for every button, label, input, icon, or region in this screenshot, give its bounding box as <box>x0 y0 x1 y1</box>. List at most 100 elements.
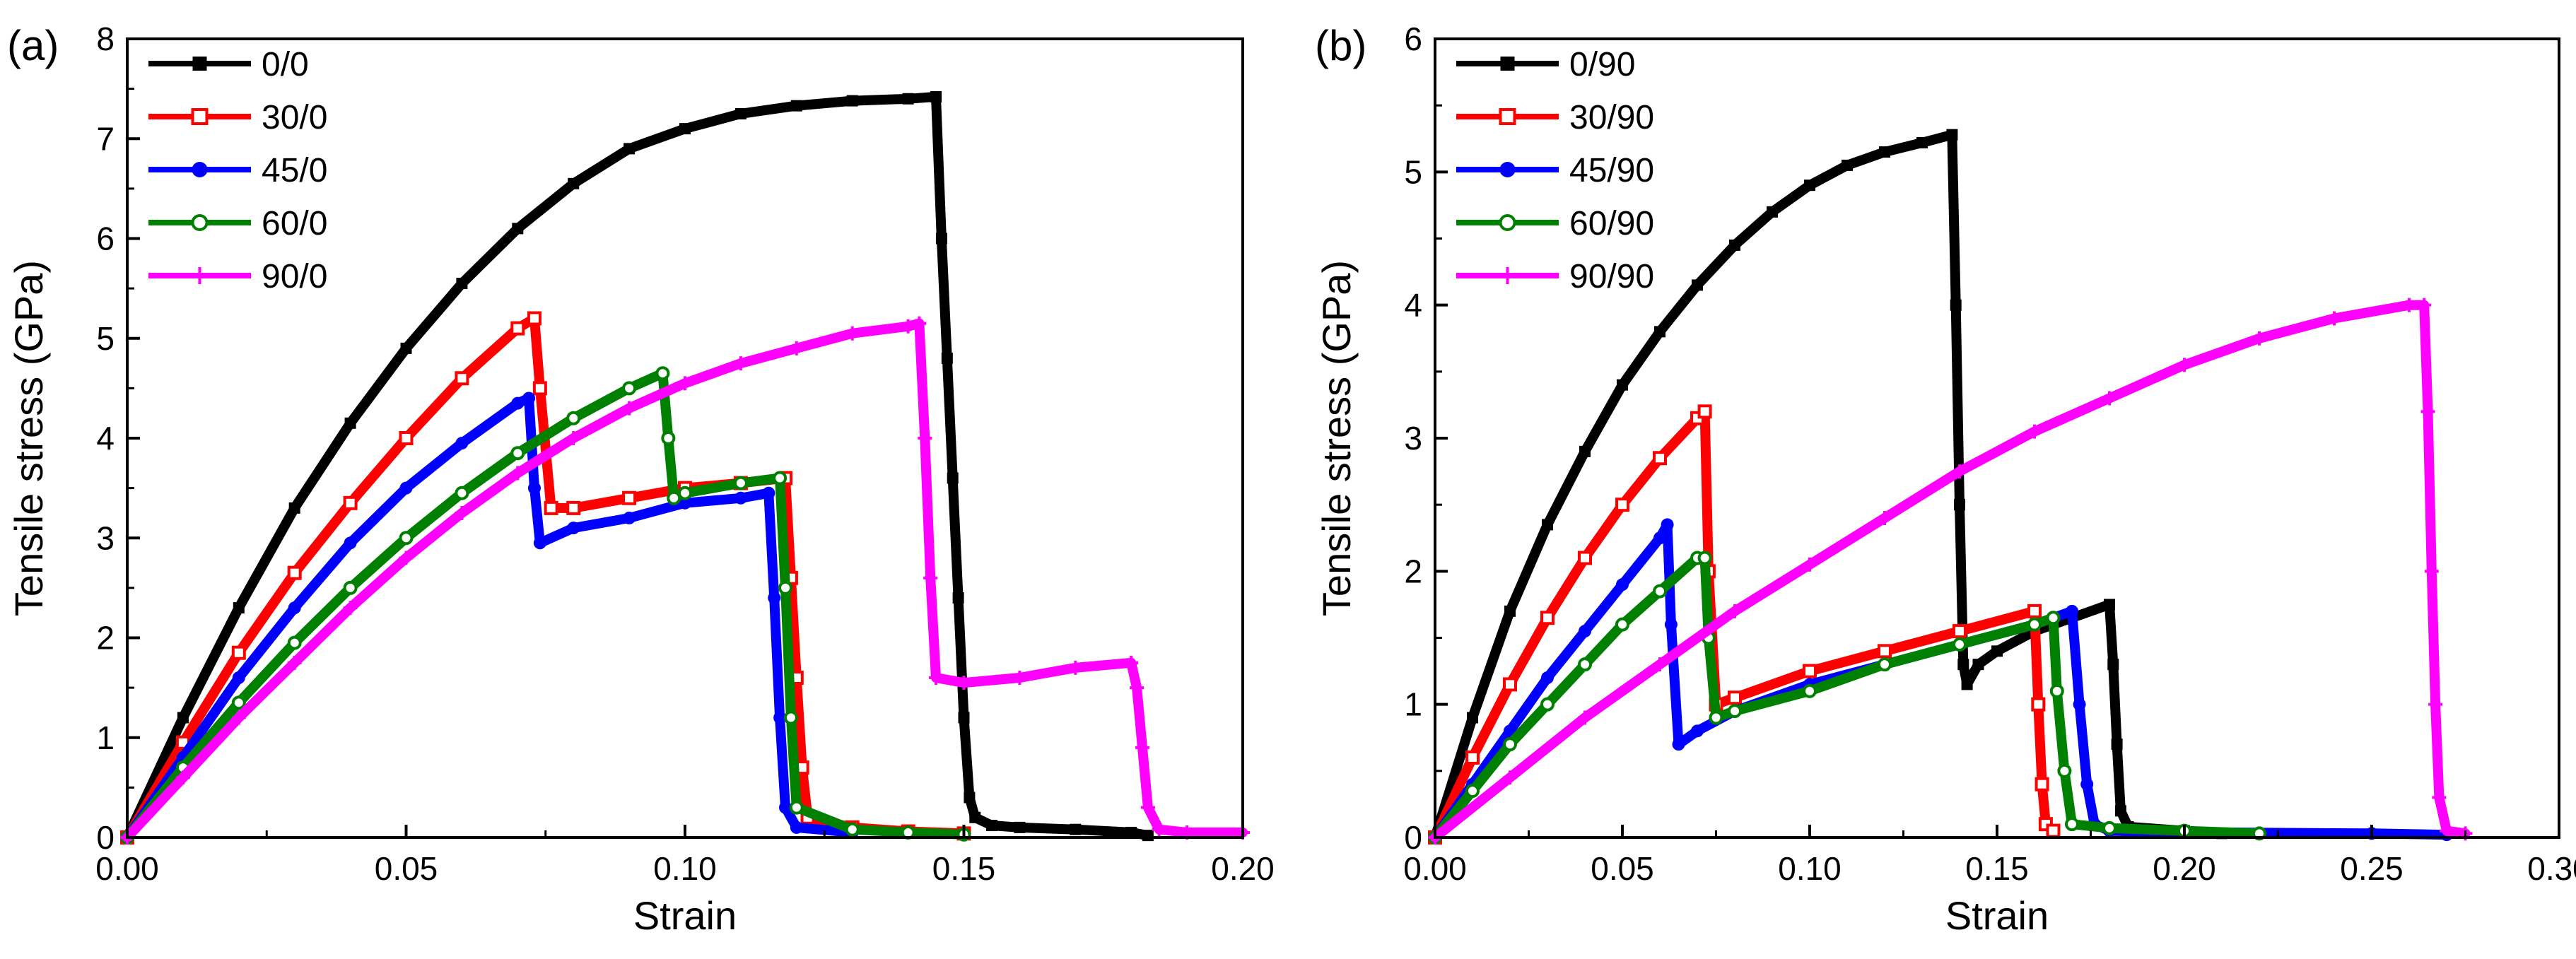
data-point-a-4-26 <box>1152 822 1166 837</box>
data-point-a-2-2 <box>232 671 245 684</box>
data-point-a-1-9 <box>532 381 547 396</box>
legend-marker-a-0 <box>192 57 207 71</box>
data-point-b-0-15 <box>1950 299 1962 311</box>
legend-label-a-4: 90/0 <box>262 258 327 295</box>
data-point-b-2-8 <box>1664 618 1678 631</box>
data-point-a-0-14 <box>902 93 914 105</box>
series-a-2 <box>121 392 859 844</box>
data-point-b-4-7 <box>1953 464 1967 479</box>
y-axis-label-a: Tensile stress (GPa) <box>6 260 51 616</box>
data-point-a-4-11 <box>733 356 748 371</box>
data-point-b-0-9 <box>1767 206 1778 218</box>
data-point-a-4-24 <box>1135 740 1149 755</box>
data-point-b-1-15 <box>2027 604 2042 618</box>
x-tick-label-b-5: 0.25 <box>2340 850 2404 887</box>
legend-label-b-0: 0/90 <box>1569 46 1635 83</box>
data-point-a-2-9 <box>527 481 541 495</box>
data-point-a-1-8 <box>527 311 541 326</box>
x-tick-label-a-4: 0.20 <box>1211 850 1275 887</box>
data-point-b-2-6 <box>1653 531 1666 545</box>
data-point-a-4-19 <box>956 676 971 690</box>
data-point-a-4-1 <box>175 770 190 785</box>
series-line-b-2 <box>1430 519 2452 842</box>
data-point-a-3-16 <box>778 580 793 595</box>
data-point-a-2-3 <box>288 601 301 615</box>
y-tick-label-a-7: 7 <box>96 120 115 157</box>
data-point-b-3-1 <box>1465 784 1480 799</box>
data-point-a-3-9 <box>622 381 637 396</box>
data-point-b-2-9 <box>1672 738 1685 751</box>
data-point-a-2-7 <box>511 396 525 410</box>
x-tick-label-b-4: 0.20 <box>2153 850 2216 887</box>
data-point-a-3-15 <box>773 471 788 486</box>
data-point-b-4-2 <box>1578 710 1592 725</box>
series-a-0 <box>122 90 1154 843</box>
data-point-a-2-14 <box>734 491 747 505</box>
data-point-b-4-11 <box>2252 331 2266 346</box>
data-point-b-3-3 <box>1540 697 1555 712</box>
data-point-b-4-5 <box>1803 557 1817 572</box>
data-point-a-2-6 <box>455 437 469 450</box>
data-point-b-0-19 <box>1972 659 1984 671</box>
y-tick-label-b-0: 0 <box>1404 819 1422 856</box>
y-tick-label-b-5: 5 <box>1404 153 1422 190</box>
data-point-a-0-20 <box>958 712 970 724</box>
x-tick-label-b-0: 0.00 <box>1403 850 1467 887</box>
data-point-b-4-15 <box>2420 404 2435 419</box>
data-point-b-1-5 <box>1615 498 1629 512</box>
data-point-b-0-1 <box>1467 712 1478 724</box>
data-point-b-2-10 <box>1691 724 1704 738</box>
data-point-b-4-8 <box>2027 424 2042 439</box>
data-point-a-0-10 <box>679 123 691 135</box>
data-point-b-2-17 <box>2073 698 2086 711</box>
data-point-b-3-11 <box>1728 704 1742 719</box>
data-point-a-3-13 <box>678 486 692 500</box>
data-point-a-0-3 <box>288 502 300 514</box>
legend-label-a-2: 45/0 <box>262 152 327 189</box>
data-point-b-1-3 <box>1540 611 1555 625</box>
data-point-b-3-18 <box>2057 763 2072 778</box>
legend-label-a-0: 0/0 <box>262 46 309 83</box>
data-point-a-4-20 <box>1012 671 1027 685</box>
series-line-b-0 <box>1430 129 2227 842</box>
data-point-b-0-11 <box>1842 159 1853 171</box>
panel-label-a: (a) <box>7 22 59 69</box>
data-point-a-3-7 <box>510 446 525 461</box>
legend-b: 0/90 30/90 45/90 60/90 90/90 <box>1456 46 1654 295</box>
data-point-b-3-17 <box>2049 683 2064 698</box>
data-point-b-1-1 <box>1465 751 1480 765</box>
data-point-a-4-18 <box>929 671 944 685</box>
data-point-a-0-25 <box>1070 823 1082 835</box>
y-tick-label-b-3: 3 <box>1404 420 1422 457</box>
data-point-a-3-18 <box>789 800 804 815</box>
panel-b: 0.00 0.05 0.10 0.15 0.20 0.25 0.30 0 1 2 3 4 5 6 Strai… <box>1314 20 2576 938</box>
data-point-a-0-27 <box>1142 830 1154 842</box>
y-tick-label-b-2: 2 <box>1404 553 1422 589</box>
panel-a: 0.00 0.05 0.10 0.15 0.20 0 1 2 3 4 5 6 7 8 Strain Tensi… <box>6 20 1275 938</box>
data-point-a-0-17 <box>941 353 953 364</box>
data-point-a-0-21 <box>964 792 976 804</box>
data-point-a-0-26 <box>1125 826 1137 838</box>
data-point-a-4-23 <box>1130 681 1144 695</box>
data-point-a-4-12 <box>789 341 804 355</box>
x-axis-label-a: Strain <box>633 893 737 938</box>
data-point-a-4-14 <box>901 319 915 334</box>
data-point-a-4-25 <box>1140 800 1155 815</box>
data-point-a-3-14 <box>733 476 748 490</box>
data-point-a-2-16 <box>768 592 781 604</box>
data-point-a-0-23 <box>985 820 997 832</box>
y-tick-label-a-3: 3 <box>96 519 115 556</box>
legend-a: 0/0 30/0 45/0 60/0 90/0 <box>148 46 327 295</box>
data-point-b-3-5 <box>1615 617 1629 632</box>
y-tick-label-b-6: 6 <box>1404 20 1422 57</box>
data-point-b-0-12 <box>1879 146 1890 158</box>
data-point-b-0-24 <box>2107 659 2119 671</box>
data-point-a-4-22 <box>1124 655 1139 670</box>
legend-marker-a-2 <box>192 162 208 177</box>
x-axis-label-b: Strain <box>1945 893 2049 938</box>
data-point-a-2-11 <box>567 522 580 535</box>
data-point-b-4-19 <box>2440 823 2454 838</box>
data-point-b-1-12 <box>1803 664 1817 678</box>
series-line-a-3 <box>122 368 969 842</box>
